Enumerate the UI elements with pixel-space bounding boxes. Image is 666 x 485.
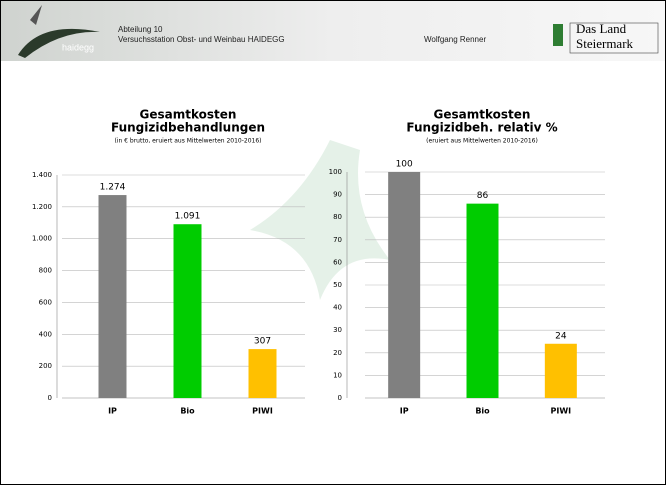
bar	[248, 349, 277, 398]
x-tick-label: IP	[400, 407, 409, 416]
y-tick-label: 80	[333, 213, 342, 221]
chart-title: Fungizidbehandlungen	[111, 121, 265, 135]
y-tick-label: 20	[333, 349, 342, 357]
value-label: 1.091	[175, 212, 201, 222]
department: Abteilung 10	[118, 25, 163, 34]
y-tick-label: 40	[333, 304, 342, 312]
value-label: 307	[254, 337, 271, 347]
y-tick-label: 400	[39, 330, 52, 338]
chart-title: Gesamtkosten	[434, 108, 531, 122]
chart-subtitle: (in € brutto, eruiert aus Mittelwerten 2…	[114, 138, 261, 145]
y-tick-label: 600	[39, 298, 52, 306]
y-tick-label: 200	[39, 362, 52, 370]
chart-title: Fungizidbeh. relativ %	[406, 121, 557, 135]
x-tick-label: Bio	[475, 407, 490, 416]
bar	[466, 203, 499, 398]
y-tick-label: 70	[333, 236, 342, 244]
chart-subtitle: (eruiert aus Mittelwerten 2010-2016)	[426, 138, 538, 145]
brand-line: Das Land	[576, 21, 627, 36]
chart-title: Gesamtkosten	[140, 108, 237, 122]
y-tick-label: 60	[333, 258, 342, 266]
y-tick-label: 30	[333, 326, 342, 334]
bar	[388, 172, 421, 398]
x-tick-label: PIWI	[252, 407, 273, 416]
x-tick-label: Bio	[180, 407, 195, 416]
brand-line: Steiermark	[576, 36, 634, 51]
station: Versuchsstation Obst- und Weinbau HAIDEG…	[118, 35, 285, 44]
y-tick-label: 10	[333, 371, 342, 379]
y-tick-label: 100	[329, 168, 342, 176]
logo-leaf	[30, 5, 42, 25]
y-tick-label: 0	[338, 394, 342, 402]
y-tick-label: 50	[333, 281, 342, 289]
x-tick-label: IP	[108, 407, 117, 416]
value-label: 24	[555, 331, 567, 341]
watermark	[250, 140, 390, 300]
logo-text: haidegg	[62, 42, 94, 52]
y-tick-label: 800	[39, 267, 52, 275]
logo-swoosh	[18, 28, 100, 58]
y-tick-label: 1.400	[32, 171, 52, 179]
y-tick-label: 90	[333, 191, 342, 199]
value-label: 100	[396, 160, 413, 170]
author: Wolfgang Renner	[424, 35, 486, 44]
header-band	[1, 1, 665, 61]
brand-box	[569, 22, 659, 54]
bar	[544, 343, 577, 398]
value-label: 86	[477, 191, 489, 201]
bar	[98, 195, 127, 398]
value-label: 1.274	[100, 183, 126, 193]
y-tick-label: 0	[48, 394, 52, 402]
brand-crest	[553, 24, 563, 46]
x-tick-label: PIWI	[551, 407, 572, 416]
y-tick-label: 1.200	[32, 203, 52, 211]
bar	[173, 224, 202, 398]
y-tick-label: 1.000	[32, 235, 52, 243]
